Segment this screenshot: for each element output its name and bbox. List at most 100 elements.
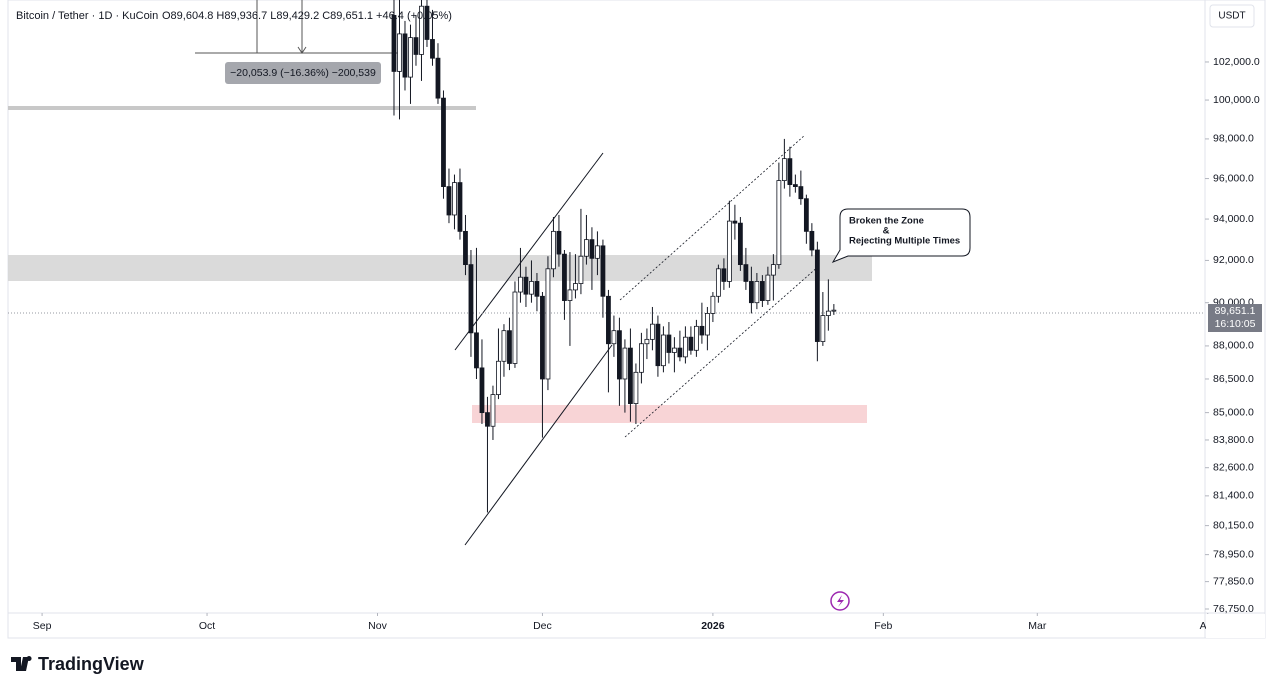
candle-body bbox=[683, 336, 688, 358]
candle-body bbox=[485, 412, 490, 427]
candle-body bbox=[650, 323, 655, 340]
x-tick-label: Dec bbox=[533, 620, 552, 632]
axes: 76,750.0 77,850.0 78,950.0 80,150.0 81,400.0… bbox=[33, 56, 1265, 638]
candle-body bbox=[814, 249, 820, 342]
candle-body bbox=[633, 371, 639, 404]
candle-body bbox=[765, 274, 771, 301]
candle-body bbox=[534, 281, 540, 297]
candle-body bbox=[435, 57, 441, 99]
chart-frame bbox=[7, 0, 1266, 639]
candle-body bbox=[831, 309, 837, 312]
candle-body bbox=[397, 33, 402, 72]
measure-arrow bbox=[297, 46, 307, 54]
candle-body bbox=[704, 313, 710, 336]
y-tick-label: 85,000.0 bbox=[1213, 406, 1254, 418]
candle-body bbox=[661, 334, 666, 367]
candle-body bbox=[551, 230, 556, 270]
y-tick-label: 76,750.0 bbox=[1213, 603, 1254, 615]
candle-body bbox=[441, 97, 446, 187]
channel-line bbox=[454, 152, 604, 351]
candle-body bbox=[529, 281, 534, 295]
candle-body bbox=[595, 245, 600, 259]
ohlc-header: O89,604.8 H89,936.7 L89,429.2 C89,651.1 … bbox=[162, 10, 452, 22]
candle-body bbox=[408, 37, 413, 78]
candle-body bbox=[457, 182, 463, 232]
candle-body bbox=[545, 268, 551, 380]
alert-bolt bbox=[837, 595, 844, 607]
candle-body bbox=[737, 222, 743, 266]
currency[interactable]: USDT bbox=[1218, 11, 1245, 22]
candle-body bbox=[803, 198, 809, 232]
candle-body bbox=[644, 338, 650, 345]
candle-body bbox=[474, 332, 479, 369]
x-tick-label: Oct bbox=[199, 620, 215, 632]
candle-body bbox=[776, 180, 782, 266]
channel-line bbox=[624, 264, 821, 438]
price-axis-cover bbox=[1206, 614, 1265, 638]
candle-body bbox=[518, 276, 523, 293]
logo: TradingView bbox=[11, 654, 145, 674]
y-tick-label: 78,950.0 bbox=[1213, 548, 1254, 560]
candles bbox=[391, 0, 837, 513]
y-tick-label: 98,000.0 bbox=[1213, 133, 1254, 145]
y-tick-label: 77,850.0 bbox=[1213, 575, 1254, 587]
candle-body bbox=[452, 182, 457, 216]
candle-body bbox=[562, 253, 567, 301]
candle-body bbox=[809, 230, 815, 251]
candle-body bbox=[391, 14, 397, 72]
candle-body bbox=[507, 330, 512, 364]
candle-body bbox=[820, 315, 826, 342]
candle-body bbox=[770, 264, 776, 276]
callout-box bbox=[831, 208, 971, 264]
candle-body bbox=[677, 347, 683, 358]
candle-body bbox=[611, 330, 617, 345]
y-tick-label: 88,000.0 bbox=[1213, 340, 1254, 352]
candle-body bbox=[567, 289, 573, 301]
currency-box[interactable] bbox=[1209, 4, 1255, 28]
candle-body bbox=[617, 330, 622, 380]
support-zone bbox=[472, 405, 867, 423]
candle-body bbox=[446, 186, 452, 216]
candle-body bbox=[672, 347, 677, 353]
candle-body bbox=[556, 230, 562, 255]
y-tick-label: 83,800.0 bbox=[1213, 434, 1254, 446]
candle-body bbox=[726, 220, 732, 282]
candle-body bbox=[463, 230, 468, 266]
x-tick-label: Feb bbox=[874, 620, 892, 632]
candle-body bbox=[748, 281, 754, 304]
candle-body bbox=[413, 37, 419, 55]
x-tick-label: 2026 bbox=[701, 620, 725, 632]
countdown: 16:10:05 bbox=[1215, 318, 1256, 330]
y-tick-label: 81,400.0 bbox=[1213, 490, 1254, 502]
measure-box bbox=[225, 62, 381, 84]
candle-body bbox=[710, 295, 716, 314]
x-tick-label: Mar bbox=[1028, 620, 1047, 632]
candle-body bbox=[781, 158, 787, 181]
x-tick-label: Nov bbox=[368, 620, 387, 632]
y-tick-label: 82,600.0 bbox=[1213, 461, 1254, 473]
candle-body bbox=[578, 255, 584, 284]
candle-body bbox=[600, 245, 606, 297]
candle-body bbox=[693, 325, 699, 351]
candle-body bbox=[523, 276, 529, 295]
y-tick-label: 102,000.0 bbox=[1213, 56, 1260, 68]
brand: TradingView bbox=[38, 654, 145, 674]
callout-text: Broken the Zone bbox=[849, 216, 924, 227]
candle-body bbox=[759, 281, 765, 301]
callout-text: Rejecting Multiple Times bbox=[849, 236, 960, 247]
candle-body bbox=[496, 360, 501, 396]
candle-body bbox=[699, 325, 705, 336]
callout-text: & bbox=[883, 226, 890, 237]
candle-body bbox=[688, 336, 694, 351]
candle-body bbox=[798, 186, 804, 200]
candle-body bbox=[468, 264, 474, 334]
candle-body bbox=[792, 184, 798, 187]
candle-body bbox=[825, 310, 831, 316]
candle-body bbox=[584, 239, 589, 257]
candle-body bbox=[424, 5, 430, 40]
candle-body bbox=[501, 330, 507, 362]
measure-text: −20,053.9 (−16.36%) −200,539 bbox=[230, 67, 376, 79]
candle-body bbox=[622, 347, 628, 380]
